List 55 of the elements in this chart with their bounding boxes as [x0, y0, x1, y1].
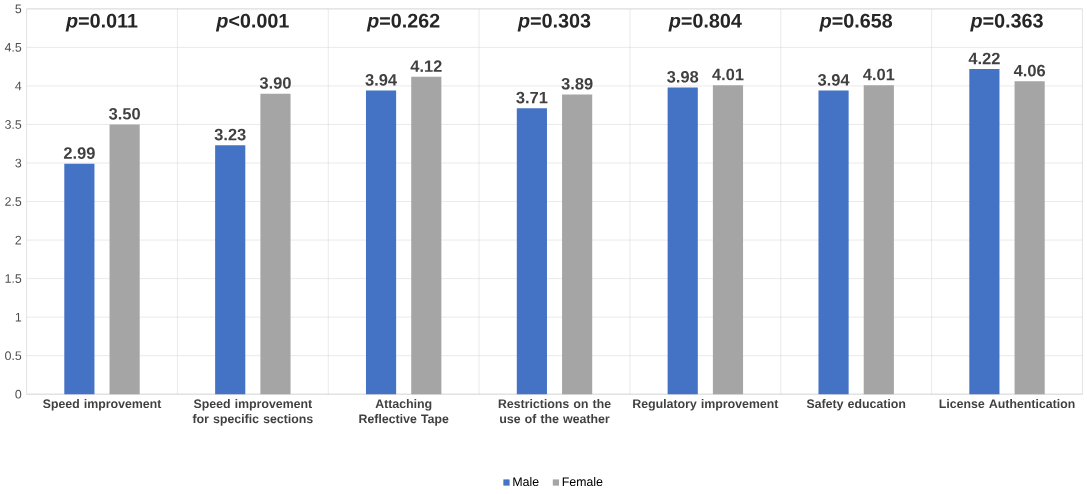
data-label: 3.71 — [516, 92, 548, 104]
bar — [712, 85, 744, 395]
y-tick-label: 5 — [15, 4, 22, 14]
y-tick-label: 1 — [15, 313, 22, 322]
annotation: p=0.011 — [65, 13, 138, 32]
annotation: p=0.804 — [668, 13, 742, 32]
annotation: p=0.262 — [366, 13, 440, 32]
x-tick-label: Attaching Reflective Tape — [359, 399, 449, 426]
bar — [516, 108, 547, 395]
data-label: 4.01 — [863, 68, 895, 81]
y-tick-label: 2.5 — [5, 197, 22, 207]
bar — [818, 90, 849, 395]
data-label: 2.99 — [63, 147, 95, 160]
y-tick-label: 3.5 — [5, 120, 22, 130]
legend-label: Male — [513, 477, 539, 487]
data-label: 3.94 — [817, 74, 850, 86]
bar — [64, 164, 95, 395]
data-label: 3.90 — [259, 77, 291, 90]
data-label: 3.94 — [365, 74, 397, 86]
y-tick-label: 0.5 — [5, 351, 22, 361]
legend-label: Female — [562, 477, 603, 487]
y-tick-label: 2 — [15, 236, 22, 245]
x-tick-label: Speed improvement for specific sections — [192, 399, 313, 426]
bar — [863, 85, 894, 395]
bar — [215, 145, 246, 395]
data-label: 4.01 — [712, 68, 744, 81]
annotation: p=0.658 — [819, 13, 893, 32]
data-label: 4.22 — [968, 52, 1000, 65]
bar — [969, 69, 1000, 395]
y-tick-label: 0 — [15, 390, 22, 399]
bar — [109, 124, 140, 395]
data-label: 3.23 — [214, 129, 246, 141]
bar — [562, 94, 593, 395]
data-label: 3.89 — [561, 78, 593, 90]
annotation: p=0.363 — [970, 13, 1043, 32]
bar — [411, 76, 442, 395]
y-tick-label: 1.5 — [5, 274, 22, 284]
annotation: p=0.303 — [517, 13, 591, 32]
x-tick-label: Regulatory improvement — [633, 399, 779, 411]
data-label: 4.06 — [1013, 65, 1046, 77]
bar — [260, 93, 291, 395]
x-tick-label: Safety education — [806, 399, 906, 411]
bar — [1014, 81, 1045, 395]
x-tick-label: Restrictions on the use of the weather — [498, 399, 611, 424]
bar — [667, 87, 698, 395]
x-tick-label: Speed improvement — [43, 399, 162, 411]
data-label: 3.98 — [667, 71, 699, 83]
data-label: 4.12 — [410, 60, 442, 73]
y-tick-label: 4 — [15, 81, 22, 91]
bar — [365, 90, 397, 395]
x-tick-label: License Authentication — [939, 399, 1075, 409]
data-label: 3.50 — [109, 108, 140, 120]
annotation: p<0.001 — [215, 13, 289, 32]
y-tick-label: 4.5 — [4, 43, 22, 52]
y-tick-label: 3 — [15, 158, 22, 168]
